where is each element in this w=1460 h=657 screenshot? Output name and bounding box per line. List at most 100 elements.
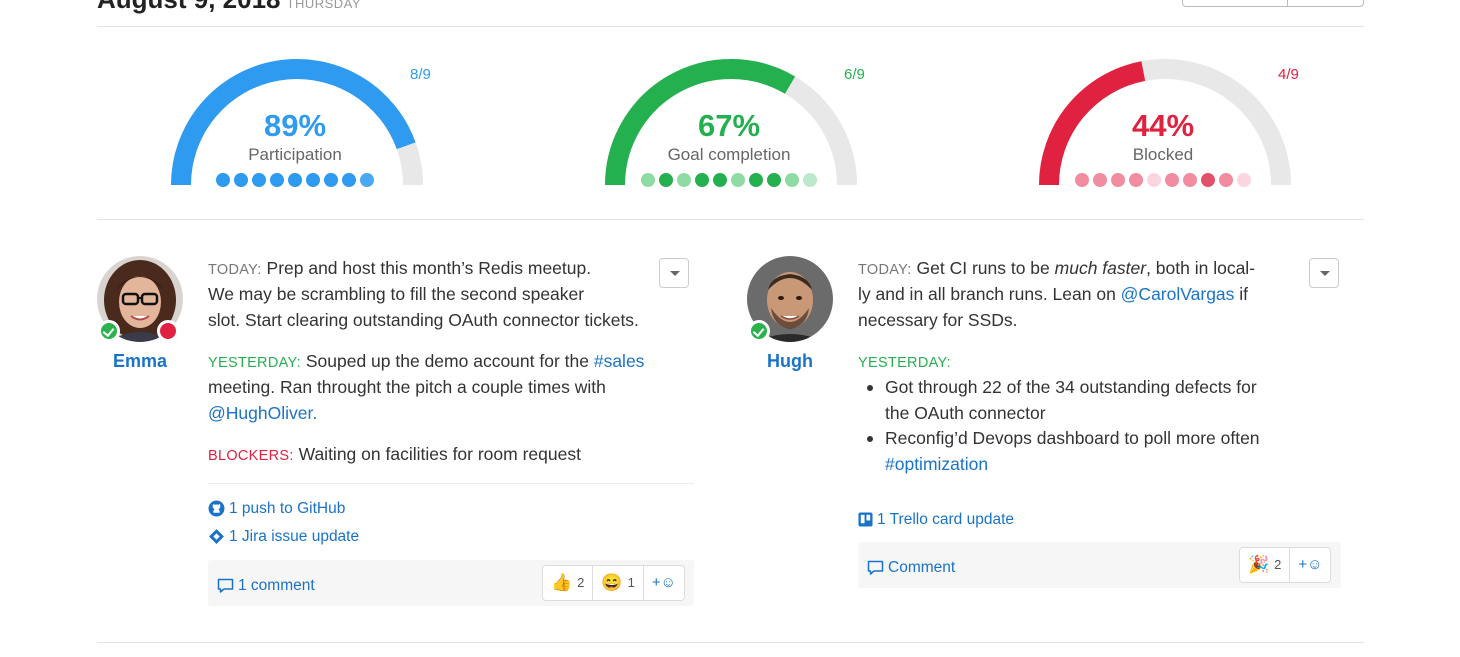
party-reaction[interactable]: 🎉 2 bbox=[1240, 548, 1291, 582]
thumbs-up-icon: 👍 bbox=[551, 573, 573, 593]
participant-dot bbox=[1237, 173, 1251, 187]
gauge-fill bbox=[171, 59, 416, 186]
participation-dots bbox=[170, 173, 420, 187]
goal-completion-percent: 67% bbox=[697, 108, 761, 143]
smile-reaction[interactable]: 😄 1 bbox=[593, 566, 644, 600]
carolvargas-mention-link[interactable]: @CarolVargas bbox=[1120, 284, 1235, 304]
participant-dot bbox=[288, 173, 302, 187]
goal-completion-dots bbox=[604, 173, 854, 187]
comment-link[interactable]: Comment bbox=[867, 555, 955, 581]
participation-label: Participation bbox=[248, 145, 342, 164]
participant-dot bbox=[731, 173, 745, 187]
participant-dot bbox=[659, 173, 673, 187]
jira-issue-link[interactable]: 1 Jira issue update bbox=[208, 524, 359, 550]
add-reaction-button[interactable]: +☺ bbox=[1298, 556, 1323, 574]
blockers-line: BLOCKERS: Waiting on facilities for room… bbox=[208, 444, 581, 464]
today-tag: TODAY: bbox=[208, 262, 262, 278]
participant-dot bbox=[234, 173, 248, 187]
user-name[interactable]: Emma bbox=[112, 351, 168, 371]
reactions: 👍 2 😄 1 +☺ bbox=[542, 565, 685, 601]
today-line-2: We may be scrambling to fill the second … bbox=[208, 284, 585, 304]
participant-dot bbox=[1219, 173, 1233, 187]
comment-count-link[interactable]: 1 comment bbox=[217, 573, 315, 599]
blocked-percent: 44% bbox=[1131, 108, 1195, 143]
participant-dot bbox=[803, 173, 817, 187]
trello-card-link[interactable]: 1 Trello card update bbox=[858, 507, 1014, 533]
view-toggle-right-button[interactable] bbox=[1288, 0, 1363, 6]
divider bbox=[97, 219, 1364, 220]
participation-gauge: 8/9 89% Participation bbox=[170, 50, 450, 195]
participant-dot bbox=[252, 173, 266, 187]
list-item: Reconfig’d Devops dashboard to poll more… bbox=[867, 426, 1260, 477]
participation-arc bbox=[171, 59, 423, 186]
busy-status-icon bbox=[157, 320, 179, 342]
divider bbox=[208, 483, 694, 484]
participant-dot bbox=[1111, 173, 1125, 187]
participant-dot bbox=[342, 173, 356, 187]
today-tag: TODAY: bbox=[858, 262, 912, 278]
participant-dot bbox=[360, 173, 374, 187]
card-menu-button[interactable] bbox=[659, 258, 689, 288]
day-label: THURSDAY bbox=[286, 0, 362, 11]
optimization-channel-link[interactable]: #optimization bbox=[885, 453, 989, 474]
participant-dot bbox=[785, 173, 799, 187]
sales-channel-link[interactable]: #sales bbox=[593, 351, 645, 371]
participant-dot bbox=[216, 173, 230, 187]
goal-completion-label: Goal completion bbox=[667, 145, 791, 164]
participant-dot bbox=[1075, 173, 1089, 187]
comment-icon bbox=[867, 560, 884, 575]
thumbs-up-reaction[interactable]: 👍 2 bbox=[543, 566, 594, 600]
participant-dot bbox=[1129, 173, 1143, 187]
participant-dot bbox=[1147, 173, 1161, 187]
participant-dot bbox=[1201, 173, 1215, 187]
card-menu-button[interactable] bbox=[1309, 258, 1339, 288]
yesterday-list: Got through 22 of the 34 outstanding def… bbox=[867, 375, 1260, 477]
view-toggle-left-button[interactable] bbox=[1183, 0, 1288, 6]
yesterday-tag: YESTERDAY: bbox=[858, 355, 951, 371]
reactions: 🎉 2 +☺ bbox=[1239, 547, 1332, 583]
yesterday-line-1: YESTERDAY: Souped up the demo account fo… bbox=[208, 351, 645, 371]
user-name[interactable]: Hugh bbox=[767, 351, 813, 371]
comment-icon bbox=[217, 578, 234, 593]
participant-dot bbox=[677, 173, 691, 187]
today-line-1: TODAY: Prep and host this month’s Redis … bbox=[208, 258, 592, 278]
participant-dot bbox=[1165, 173, 1179, 187]
blocked-arc bbox=[1039, 59, 1291, 186]
gauge-fill bbox=[1039, 61, 1146, 186]
blocked-dots bbox=[1038, 173, 1288, 187]
blocked-fraction: 4/9 bbox=[1278, 66, 1299, 83]
blocked-label: Blocked bbox=[1132, 145, 1194, 164]
comment-bar: Comment 🎉 2 +☺ bbox=[858, 542, 1341, 588]
trello-icon bbox=[858, 512, 873, 527]
comment-bar: 1 comment 👍 2 😄 1 +☺ bbox=[208, 560, 694, 606]
add-reaction-button[interactable]: +☺ bbox=[651, 574, 676, 592]
goal-completion-arc bbox=[605, 59, 857, 186]
divider bbox=[97, 642, 1364, 643]
hugholiver-mention-link[interactable]: @HughOliver. bbox=[208, 403, 318, 423]
party-popper-icon: 🎉 bbox=[1248, 555, 1270, 575]
participant-dot bbox=[749, 173, 763, 187]
today-line-3: slot. Start clearing outstanding OAuth c… bbox=[208, 310, 639, 330]
participant-dot bbox=[767, 173, 781, 187]
view-toggle[interactable] bbox=[1182, 0, 1364, 7]
avatar-hugh[interactable] bbox=[747, 256, 833, 342]
blockers-tag: BLOCKERS: bbox=[208, 448, 294, 464]
yesterday-line-2: meeting. Ran throught the pitch a couple… bbox=[208, 377, 606, 397]
participation-percent: 89% bbox=[263, 108, 327, 143]
goal-completion-fraction: 6/9 bbox=[844, 66, 865, 83]
participant-dot bbox=[324, 173, 338, 187]
participation-fraction: 8/9 bbox=[410, 66, 431, 83]
list-item: Got through 22 of the 34 outstanding def… bbox=[867, 375, 1260, 426]
github-push-link[interactable]: 1 push to GitHub bbox=[208, 496, 345, 522]
today-line-1: TODAY: Get CI runs to be much faster, bo… bbox=[858, 258, 1256, 278]
yesterday-tag: YESTERDAY: bbox=[208, 355, 301, 371]
divider bbox=[97, 26, 1364, 27]
participant-dot bbox=[695, 173, 709, 187]
top-header: August 9, 2018THURSDAY bbox=[97, 0, 1364, 14]
today-line-3: necessary for SSDs. bbox=[858, 310, 1018, 330]
avatar-emma[interactable] bbox=[97, 256, 183, 342]
goal-completion-gauge: 6/9 67% Goal completion bbox=[604, 50, 884, 195]
online-status-icon bbox=[748, 320, 770, 342]
online-status-icon bbox=[98, 320, 120, 342]
blocked-gauge: 4/9 44% Blocked bbox=[1038, 50, 1318, 195]
